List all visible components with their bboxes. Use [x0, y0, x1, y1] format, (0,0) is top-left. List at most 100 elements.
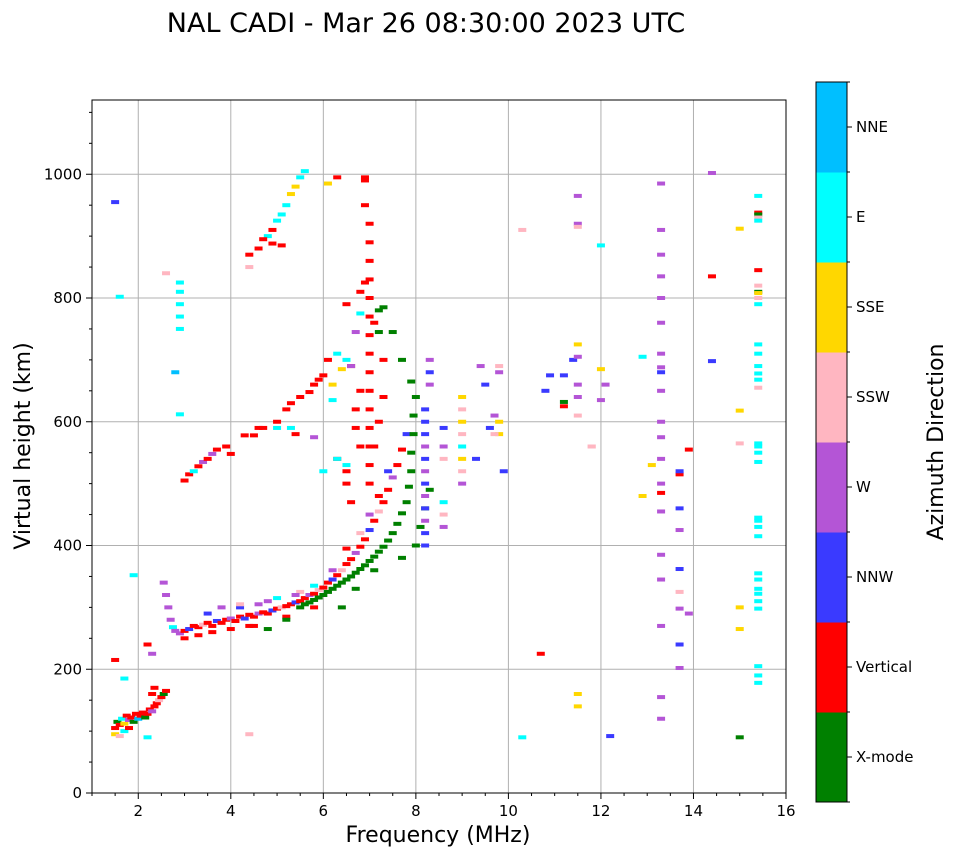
colorbar-segment — [816, 532, 847, 623]
echo-point — [374, 330, 383, 335]
echo-point — [657, 252, 666, 257]
echo-point — [379, 544, 388, 549]
echo-point — [356, 289, 365, 294]
echo-point — [323, 181, 332, 186]
echo-point — [365, 512, 374, 517]
echo-point — [254, 246, 263, 251]
echo-point — [458, 395, 467, 399]
echo-point — [351, 586, 360, 591]
echo-point — [707, 171, 716, 176]
echo-point — [458, 444, 467, 449]
echo-point — [189, 623, 198, 628]
echo-point — [754, 302, 763, 307]
y-tick-label: 200 — [53, 660, 82, 678]
echo-point — [421, 407, 430, 412]
echo-point — [416, 524, 425, 529]
echo-point — [319, 373, 328, 378]
echo-point — [657, 577, 666, 582]
echo-point — [365, 444, 374, 449]
echo-point — [291, 184, 300, 189]
y-tick-label: 600 — [53, 413, 82, 431]
x-tick-label: 4 — [226, 802, 236, 820]
echo-point — [319, 585, 328, 590]
series-f-layer-o-mode-trace — [159, 432, 411, 641]
echo-point — [356, 544, 365, 549]
echo-point — [409, 413, 418, 418]
echo-point — [407, 379, 416, 384]
echo-point — [365, 277, 374, 282]
echo-point — [249, 433, 258, 438]
colorbar-title: Azimuth Direction — [924, 343, 949, 540]
echo-point — [657, 716, 666, 721]
echo-point — [342, 546, 351, 551]
echo-point — [754, 342, 763, 347]
series-f-layer-x-mode-trace — [263, 330, 434, 632]
echo-point — [573, 382, 582, 387]
echo-point — [245, 612, 254, 617]
echo-point — [356, 567, 365, 572]
echo-point — [300, 169, 309, 174]
echo-point — [425, 370, 434, 375]
echo-point — [495, 370, 504, 375]
echo-point — [226, 616, 235, 621]
echo-point — [328, 586, 337, 591]
echo-point — [194, 633, 203, 638]
echo-point — [296, 599, 305, 604]
echo-point — [263, 234, 272, 239]
echo-point — [175, 314, 184, 319]
echo-point — [310, 435, 319, 440]
echo-point — [282, 617, 291, 622]
echo-point — [333, 175, 342, 180]
data-marks — [111, 169, 763, 740]
echo-point — [365, 221, 374, 226]
x-tick-label: 8 — [411, 802, 421, 820]
echo-point — [180, 636, 189, 641]
echo-point — [356, 531, 365, 536]
x-tick-label: 12 — [591, 802, 610, 820]
echo-point — [365, 296, 374, 300]
echo-point — [162, 593, 171, 597]
echo-point — [601, 382, 610, 387]
echo-point — [393, 463, 402, 468]
echo-point — [365, 240, 374, 245]
echo-point — [150, 685, 159, 690]
echo-point — [587, 444, 596, 449]
echo-point — [402, 500, 411, 505]
echo-point — [439, 500, 448, 505]
echo-point — [268, 608, 277, 613]
echo-point — [735, 627, 744, 632]
echo-point — [754, 577, 763, 582]
echo-point — [300, 602, 309, 607]
echo-point — [495, 419, 504, 424]
echo-point — [226, 627, 235, 632]
echo-point — [282, 407, 291, 412]
echo-point — [199, 622, 208, 627]
echo-point — [754, 441, 763, 446]
echo-point — [360, 203, 369, 208]
echo-point — [573, 224, 582, 229]
echo-point — [421, 543, 430, 548]
colorbar-segment — [816, 262, 847, 353]
echo-point — [754, 515, 763, 520]
echo-point — [342, 463, 351, 468]
plot-frame — [91, 99, 787, 794]
echo-point — [754, 371, 763, 376]
echo-point — [314, 588, 323, 593]
echo-point — [606, 734, 615, 739]
echo-point — [310, 605, 319, 610]
echo-point — [754, 212, 763, 217]
echo-point — [120, 721, 129, 726]
echo-point — [291, 600, 300, 605]
echo-point — [421, 481, 430, 486]
echo-point — [365, 481, 374, 486]
echo-point — [675, 567, 684, 572]
colorbar-label: SSE — [856, 298, 885, 316]
echo-point — [337, 580, 346, 585]
echo-point — [495, 432, 504, 437]
echo-point — [374, 308, 383, 313]
echo-point — [282, 604, 291, 609]
x-tick-label: 2 — [133, 802, 143, 820]
echo-point — [268, 227, 277, 232]
echo-point — [351, 425, 360, 430]
echo-point — [199, 459, 208, 464]
